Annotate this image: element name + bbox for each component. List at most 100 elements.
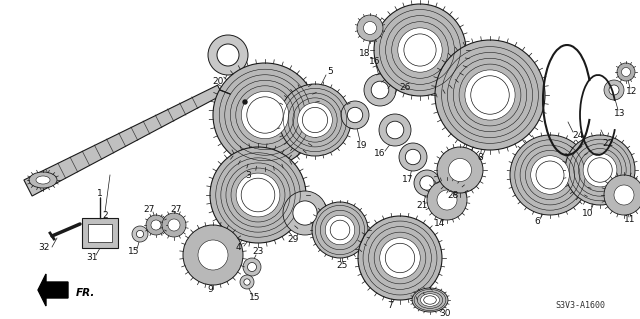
- Text: 2: 2: [102, 211, 108, 219]
- Text: 24: 24: [572, 130, 584, 139]
- Text: 27: 27: [143, 204, 155, 213]
- Ellipse shape: [364, 21, 376, 34]
- Ellipse shape: [240, 275, 254, 289]
- Ellipse shape: [279, 84, 351, 156]
- Text: 3: 3: [245, 170, 251, 180]
- Text: 5: 5: [327, 68, 333, 77]
- Text: 13: 13: [614, 108, 626, 117]
- Ellipse shape: [371, 81, 389, 99]
- Ellipse shape: [386, 121, 404, 139]
- Ellipse shape: [427, 180, 467, 220]
- Ellipse shape: [385, 243, 415, 273]
- Ellipse shape: [399, 143, 427, 171]
- Ellipse shape: [536, 161, 564, 189]
- Text: 16: 16: [369, 57, 381, 66]
- Text: 8: 8: [477, 153, 483, 162]
- Ellipse shape: [208, 35, 248, 75]
- Polygon shape: [88, 224, 112, 242]
- Ellipse shape: [404, 34, 436, 66]
- Text: 1: 1: [97, 189, 103, 197]
- Circle shape: [243, 100, 247, 104]
- Polygon shape: [24, 85, 223, 196]
- Ellipse shape: [471, 76, 509, 114]
- Text: S3V3-A1600: S3V3-A1600: [555, 300, 605, 309]
- Ellipse shape: [357, 15, 383, 41]
- Ellipse shape: [36, 176, 50, 184]
- Text: 20: 20: [212, 78, 224, 86]
- Text: 26: 26: [399, 84, 411, 93]
- Ellipse shape: [136, 230, 143, 238]
- Text: 16: 16: [374, 149, 386, 158]
- Ellipse shape: [213, 63, 317, 167]
- Ellipse shape: [231, 94, 245, 102]
- Ellipse shape: [348, 107, 363, 123]
- Ellipse shape: [437, 190, 457, 210]
- Ellipse shape: [162, 213, 186, 237]
- Text: 23: 23: [252, 248, 264, 256]
- Ellipse shape: [210, 147, 306, 243]
- Ellipse shape: [531, 156, 570, 194]
- Text: 31: 31: [86, 254, 98, 263]
- Ellipse shape: [151, 220, 161, 230]
- Text: 29: 29: [287, 234, 299, 243]
- Text: 25: 25: [336, 261, 348, 270]
- Text: FR.: FR.: [76, 288, 95, 298]
- Ellipse shape: [465, 70, 515, 120]
- Ellipse shape: [374, 4, 466, 96]
- Ellipse shape: [293, 201, 317, 225]
- Ellipse shape: [449, 159, 472, 182]
- Text: 18: 18: [359, 48, 371, 57]
- Text: 17: 17: [403, 175, 413, 184]
- Ellipse shape: [244, 279, 250, 285]
- Ellipse shape: [364, 74, 396, 106]
- Ellipse shape: [617, 63, 635, 81]
- Ellipse shape: [217, 44, 239, 66]
- Ellipse shape: [198, 240, 228, 270]
- Ellipse shape: [614, 185, 634, 205]
- Ellipse shape: [510, 135, 590, 215]
- Ellipse shape: [247, 97, 284, 133]
- Ellipse shape: [435, 40, 545, 150]
- Text: 11: 11: [624, 216, 636, 225]
- Ellipse shape: [412, 288, 448, 312]
- Ellipse shape: [302, 108, 328, 133]
- Ellipse shape: [330, 220, 350, 240]
- Ellipse shape: [183, 225, 243, 285]
- Text: 15: 15: [249, 293, 260, 302]
- Ellipse shape: [341, 101, 369, 129]
- Ellipse shape: [424, 296, 436, 304]
- Text: 14: 14: [435, 219, 445, 228]
- Ellipse shape: [621, 68, 630, 77]
- Ellipse shape: [588, 158, 612, 182]
- Polygon shape: [82, 218, 118, 248]
- Ellipse shape: [358, 216, 442, 300]
- Ellipse shape: [414, 170, 440, 196]
- Ellipse shape: [379, 114, 411, 146]
- Ellipse shape: [241, 91, 289, 139]
- Text: 19: 19: [356, 140, 368, 150]
- Ellipse shape: [583, 153, 617, 187]
- Text: 27: 27: [170, 204, 182, 213]
- Ellipse shape: [604, 175, 640, 215]
- Text: 7: 7: [387, 300, 393, 309]
- Ellipse shape: [29, 172, 57, 188]
- Ellipse shape: [241, 178, 275, 212]
- Ellipse shape: [243, 258, 261, 276]
- Ellipse shape: [236, 173, 280, 217]
- Ellipse shape: [609, 85, 619, 95]
- Ellipse shape: [604, 80, 624, 100]
- Ellipse shape: [405, 149, 420, 165]
- Text: 30: 30: [439, 308, 451, 317]
- Text: 32: 32: [38, 243, 50, 253]
- Text: 28: 28: [447, 191, 459, 201]
- Ellipse shape: [248, 263, 257, 271]
- Text: 22: 22: [602, 138, 614, 147]
- Text: 6: 6: [534, 218, 540, 226]
- Ellipse shape: [146, 215, 166, 235]
- Ellipse shape: [312, 202, 368, 258]
- Text: 15: 15: [128, 248, 140, 256]
- Ellipse shape: [437, 147, 483, 193]
- Ellipse shape: [325, 215, 355, 245]
- Text: 4: 4: [235, 243, 241, 253]
- Ellipse shape: [132, 226, 148, 242]
